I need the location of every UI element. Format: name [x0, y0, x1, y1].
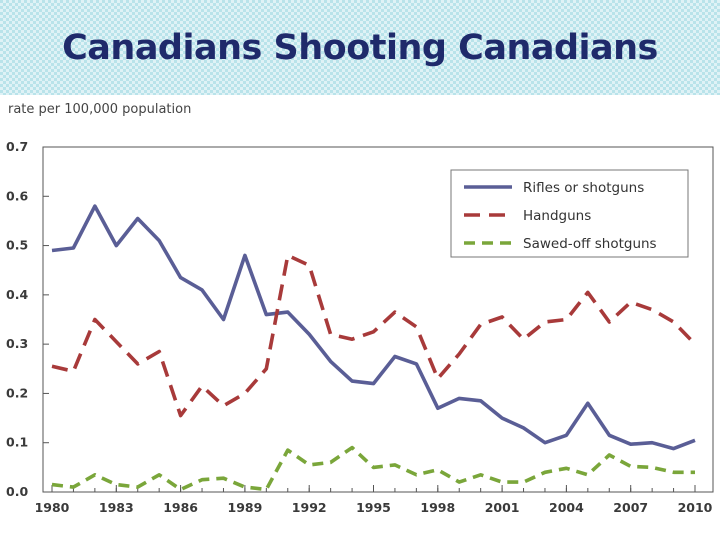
x-tick-label: 1992 [292, 500, 327, 515]
legend-label-2: Handguns [523, 208, 591, 224]
y-tick-label: 0.2 [6, 385, 28, 400]
x-tick-label: 2001 [485, 500, 520, 515]
y-axis: 0.0 0.1 0.2 0.3 0.4 0.5 0.6 0.7 [6, 139, 49, 499]
x-tick-label: 1998 [420, 500, 455, 515]
x-tick-label: 1983 [99, 500, 134, 515]
y-tick-label: 0.5 [6, 238, 28, 253]
series-line-2 [51, 253, 697, 418]
y-tick-label: 0.7 [6, 139, 28, 154]
line-chart: rate per 100,000 population 0.0 0.1 0.2 0.3… [6, 102, 714, 515]
legend: Rifles or shotguns Handguns Sawed-off shot… [450, 169, 689, 258]
x-tick-label: 1995 [356, 500, 391, 515]
x-tick-label: 1989 [228, 500, 263, 515]
y-tick-label: 0.6 [6, 188, 28, 203]
y-tick-label: 0.0 [6, 484, 28, 499]
x-tick-label: 2004 [549, 500, 584, 515]
slide-title: Canadians Shooting Canadians [62, 28, 658, 68]
legend-label-1: Rifles or shotguns [523, 180, 644, 196]
x-axis: 1980 1983 1986 1989 1992 1995 1998 2001 2004 2007… [35, 485, 713, 515]
x-tick-label: 1986 [163, 500, 198, 515]
series-line-3 [51, 445, 695, 492]
x-tick-label: 1980 [35, 500, 70, 515]
legend-label-3: Sawed-off shotguns [523, 236, 657, 252]
x-tick-label: 2007 [613, 500, 648, 515]
y-tick-label: 0.3 [6, 336, 28, 351]
y-axis-label: rate per 100,000 population [8, 102, 191, 117]
y-tick-label: 0.1 [6, 435, 28, 450]
y-tick-label: 0.4 [6, 287, 28, 302]
x-tick-label: 2010 [678, 500, 713, 515]
series-lines [51, 204, 697, 492]
series-line-1 [51, 204, 696, 451]
title-banner [0, 0, 720, 95]
